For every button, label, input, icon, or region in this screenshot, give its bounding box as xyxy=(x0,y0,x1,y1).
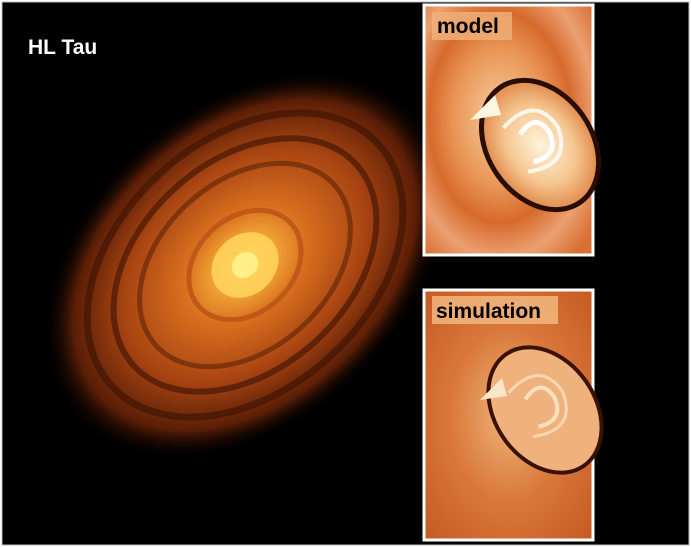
simulation-panel: simulation xyxy=(422,288,604,542)
model-panel: model xyxy=(422,3,602,257)
simulation-label: simulation xyxy=(436,300,541,323)
hl-tau-disk xyxy=(43,70,447,460)
main-label: HL Tau xyxy=(28,36,97,59)
model-label: model xyxy=(437,15,499,38)
